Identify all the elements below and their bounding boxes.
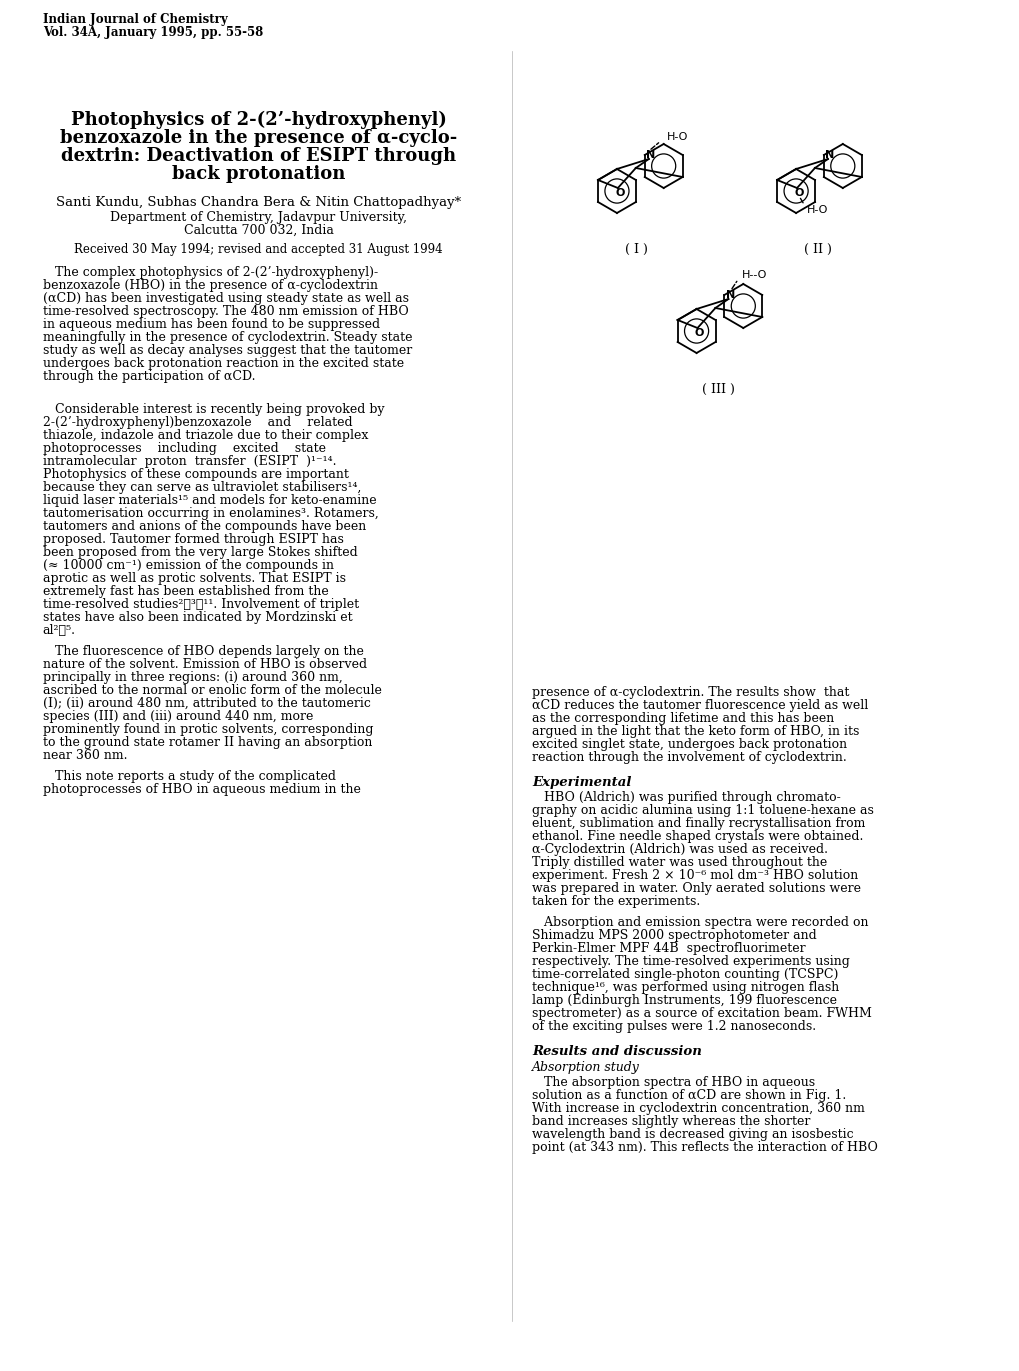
Text: principally in three regions: (i) around 360 nm,: principally in three regions: (i) around… (43, 670, 342, 684)
Text: Received 30 May 1994; revised and accepted 31 August 1994: Received 30 May 1994; revised and accept… (74, 243, 442, 256)
Text: Considerable interest is recently being provoked by: Considerable interest is recently being … (43, 403, 384, 415)
Text: was prepared in water. Only aerated solutions were: was prepared in water. Only aerated solu… (532, 882, 860, 895)
Text: tautomerisation occurring in enolamines³. Rotamers,: tautomerisation occurring in enolamines³… (43, 507, 378, 520)
Text: H-O: H-O (806, 206, 827, 215)
Text: undergoes back protonation reaction in the excited state: undergoes back protonation reaction in t… (43, 356, 404, 370)
Text: O: O (694, 328, 703, 339)
Text: 2-(2’-hydroxyphenyl)benzoxazole    and    related: 2-(2’-hydroxyphenyl)benzoxazole and rela… (43, 415, 352, 429)
Text: lamp (Edinburgh Instruments, 199 fluorescence: lamp (Edinburgh Instruments, 199 fluores… (532, 994, 837, 1008)
Text: This note reports a study of the complicated: This note reports a study of the complic… (43, 771, 335, 783)
Text: N: N (646, 149, 655, 160)
Text: N: N (824, 149, 834, 160)
Text: With increase in cyclodextrin concentration, 360 nm: With increase in cyclodextrin concentrat… (532, 1102, 864, 1115)
Text: extremely fast has been established from the: extremely fast has been established from… (43, 585, 328, 598)
Text: been proposed from the very large Stokes shifted: been proposed from the very large Stokes… (43, 546, 357, 559)
Text: point (at 343 nm). This reflects the interaction of HBO: point (at 343 nm). This reflects the int… (532, 1141, 877, 1154)
Text: near 360 nm.: near 360 nm. (43, 749, 127, 762)
Text: ascribed to the normal or enolic form of the molecule: ascribed to the normal or enolic form of… (43, 684, 381, 696)
Text: Absorption and emission spectra were recorded on: Absorption and emission spectra were rec… (532, 916, 868, 930)
Text: O: O (794, 188, 803, 197)
Text: Santi Kundu, Subhas Chandra Bera & Nitin Chattopadhyay*: Santi Kundu, Subhas Chandra Bera & Nitin… (56, 196, 461, 208)
Text: H-O: H-O (666, 132, 688, 143)
Text: Photophysics of 2-(2’-hydroxyphenyl): Photophysics of 2-(2’-hydroxyphenyl) (70, 111, 446, 129)
Text: nature of the solvent. Emission of HBO is observed: nature of the solvent. Emission of HBO i… (43, 658, 367, 670)
Text: time-correlated single-photon counting (TCSPC): time-correlated single-photon counting (… (532, 968, 838, 982)
Text: Indian Journal of Chemistry: Indian Journal of Chemistry (43, 12, 227, 26)
Text: as the corresponding lifetime and this has been: as the corresponding lifetime and this h… (532, 712, 834, 725)
Text: intramolecular  proton  transfer  (ESIPT  )¹⁻¹⁴.: intramolecular proton transfer (ESIPT )¹… (43, 455, 336, 468)
Text: (≈ 10000 cm⁻¹) emission of the compounds in: (≈ 10000 cm⁻¹) emission of the compounds… (43, 559, 333, 572)
Text: HBO (Aldrich) was purified through chromato-: HBO (Aldrich) was purified through chrom… (532, 791, 841, 803)
Text: H--O: H--O (742, 270, 767, 280)
Text: of the exciting pulses were 1.2 nanoseconds.: of the exciting pulses were 1.2 nanoseco… (532, 1020, 815, 1032)
Text: species (III) and (iii) around 440 nm, more: species (III) and (iii) around 440 nm, m… (43, 710, 313, 723)
Text: The absorption spectra of HBO in aqueous: The absorption spectra of HBO in aqueous (532, 1076, 815, 1089)
Text: O: O (614, 188, 624, 197)
Text: The fluorescence of HBO depends largely on the: The fluorescence of HBO depends largely … (43, 644, 363, 658)
Text: in aqueous medium has been found to be suppressed: in aqueous medium has been found to be s… (43, 318, 379, 330)
Text: dextrin: Deactivation of ESIPT through: dextrin: Deactivation of ESIPT through (61, 147, 455, 165)
Text: liquid laser materials¹⁵ and models for keto-enamine: liquid laser materials¹⁵ and models for … (43, 494, 376, 507)
Text: solution as a function of αCD are shown in Fig. 1.: solution as a function of αCD are shown … (532, 1089, 846, 1102)
Text: tautomers and anions of the compounds have been: tautomers and anions of the compounds ha… (43, 520, 366, 533)
Text: because they can serve as ultraviolet stabilisers¹⁴,: because they can serve as ultraviolet st… (43, 481, 361, 494)
Text: photoprocesses of HBO in aqueous medium in the: photoprocesses of HBO in aqueous medium … (43, 783, 361, 797)
Text: states have also been indicated by Mordzinski et: states have also been indicated by Mordz… (43, 611, 352, 624)
Text: study as well as decay analyses suggest that the tautomer: study as well as decay analyses suggest … (43, 344, 412, 356)
Text: argued in the light that the keto form of HBO, in its: argued in the light that the keto form o… (532, 725, 859, 738)
Text: benzoxazole (HBO) in the presence of α-cyclodextrin: benzoxazole (HBO) in the presence of α-c… (43, 280, 377, 292)
Text: α-Cyclodextrin (Aldrich) was used as received.: α-Cyclodextrin (Aldrich) was used as rec… (532, 843, 827, 856)
Text: (αCD) has been investigated using steady state as well as: (αCD) has been investigated using steady… (43, 292, 409, 304)
Text: prominently found in protic solvents, corresponding: prominently found in protic solvents, co… (43, 723, 373, 736)
Text: technique¹⁶, was performed using nitrogen flash: technique¹⁶, was performed using nitroge… (532, 982, 839, 994)
Text: excited singlet state, undergoes back protonation: excited singlet state, undergoes back pr… (532, 738, 847, 751)
Text: reaction through the involvement of cyclodextrin.: reaction through the involvement of cycl… (532, 751, 847, 764)
Text: graphy on acidic alumina using 1:1 toluene-hexane as: graphy on acidic alumina using 1:1 tolue… (532, 803, 873, 817)
Text: thiazole, indazole and triazole due to their complex: thiazole, indazole and triazole due to t… (43, 429, 368, 441)
Text: αCD reduces the tautomer fluorescence yield as well: αCD reduces the tautomer fluorescence yi… (532, 699, 868, 712)
Text: time-resolved spectroscopy. The 480 nm emission of HBO: time-resolved spectroscopy. The 480 nm e… (43, 304, 408, 318)
Text: ( II ): ( II ) (803, 243, 832, 256)
Text: time-resolved studies²ⱥ³ⱥ¹¹. Involvement of triplet: time-resolved studies²ⱥ³ⱥ¹¹. Involvement… (43, 598, 359, 611)
Text: al²ⱥ⁵.: al²ⱥ⁵. (43, 624, 75, 638)
Text: Perkin-Elmer MPF 44B  spectrofluorimeter: Perkin-Elmer MPF 44B spectrofluorimeter (532, 942, 805, 956)
Text: Absorption study: Absorption study (532, 1061, 640, 1073)
Text: back protonation: back protonation (172, 165, 345, 182)
Text: N: N (726, 291, 735, 300)
Text: wavelength band is decreased giving an isosbestic: wavelength band is decreased giving an i… (532, 1128, 853, 1141)
Text: spectrometer) as a source of excitation beam. FWHM: spectrometer) as a source of excitation … (532, 1008, 871, 1020)
Text: Experimental: Experimental (532, 776, 631, 788)
Text: benzoxazole in the presence of α-cyclo-: benzoxazole in the presence of α-cyclo- (60, 129, 457, 147)
Text: (I); (ii) around 480 nm, attributed to the tautomeric: (I); (ii) around 480 nm, attributed to t… (43, 696, 370, 710)
Text: Results and discussion: Results and discussion (532, 1045, 701, 1058)
Text: presence of α-cyclodextrin. The results show  that: presence of α-cyclodextrin. The results … (532, 686, 849, 699)
Text: experiment. Fresh 2 × 10⁻⁶ mol dm⁻³ HBO solution: experiment. Fresh 2 × 10⁻⁶ mol dm⁻³ HBO … (532, 869, 858, 882)
Text: taken for the experiments.: taken for the experiments. (532, 895, 700, 908)
Text: Triply distilled water was used throughout the: Triply distilled water was used througho… (532, 856, 826, 869)
Text: photoprocesses    including    excited    state: photoprocesses including excited state (43, 441, 325, 455)
Text: to the ground state rotamer II having an absorption: to the ground state rotamer II having an… (43, 736, 372, 749)
Text: ( I ): ( I ) (625, 243, 648, 256)
Text: proposed. Tautomer formed through ESIPT has: proposed. Tautomer formed through ESIPT … (43, 533, 343, 546)
Text: band increases slightly whereas the shorter: band increases slightly whereas the shor… (532, 1115, 810, 1128)
Text: Photophysics of these compounds are important: Photophysics of these compounds are impo… (43, 468, 348, 481)
Text: aprotic as well as protic solvents. That ESIPT is: aprotic as well as protic solvents. That… (43, 572, 345, 585)
Text: respectively. The time-resolved experiments using: respectively. The time-resolved experime… (532, 956, 850, 968)
Text: Calcutta 700 032, India: Calcutta 700 032, India (183, 223, 333, 237)
Text: meaningfully in the presence of cyclodextrin. Steady state: meaningfully in the presence of cyclodex… (43, 330, 412, 344)
Text: ( III ): ( III ) (701, 383, 734, 396)
Text: Shimadzu MPS 2000 spectrophotometer and: Shimadzu MPS 2000 spectrophotometer and (532, 930, 816, 942)
Text: eluent, sublimation and finally recrystallisation from: eluent, sublimation and finally recrysta… (532, 817, 865, 829)
Text: ethanol. Fine needle shaped crystals were obtained.: ethanol. Fine needle shaped crystals wer… (532, 829, 863, 843)
Text: Department of Chemistry, Jadavpur University,: Department of Chemistry, Jadavpur Univer… (110, 211, 407, 223)
Text: through the participation of αCD.: through the participation of αCD. (43, 370, 255, 383)
Text: The complex photophysics of 2-(2’-hydroxyphenyl)-: The complex photophysics of 2-(2’-hydrox… (43, 266, 377, 280)
Text: Vol. 34A, January 1995, pp. 55-58: Vol. 34A, January 1995, pp. 55-58 (43, 26, 263, 38)
